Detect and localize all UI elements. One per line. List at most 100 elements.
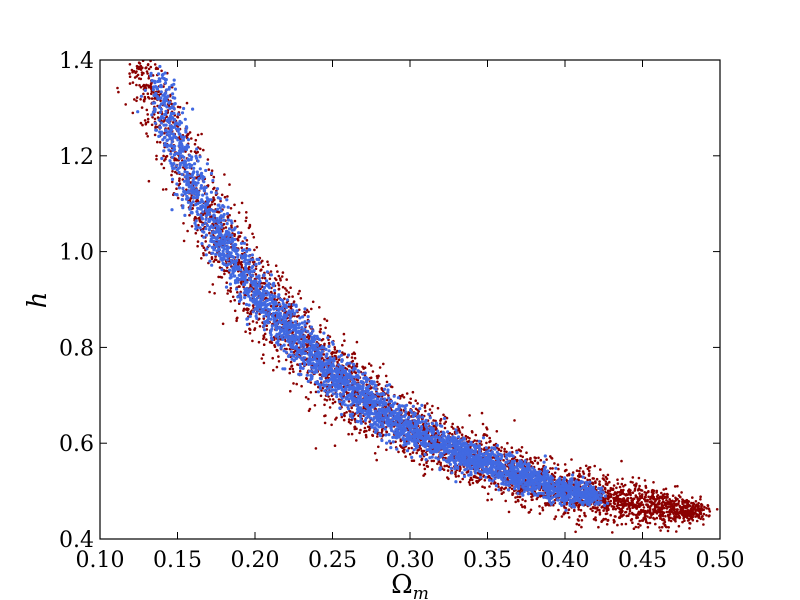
scatter-point (204, 240, 207, 243)
scatter-point (598, 483, 602, 487)
scatter-point (502, 459, 505, 462)
scatter-point (518, 495, 522, 499)
scatter-point (142, 92, 145, 96)
scatter-point (213, 292, 216, 295)
scatter-point (279, 279, 282, 282)
scatter-point (619, 500, 622, 504)
scatter-point (612, 498, 616, 502)
scatter-point (661, 495, 664, 498)
scatter-point (330, 423, 333, 427)
scatter-point (140, 71, 144, 74)
scatter-point (539, 495, 542, 498)
scatter-point (350, 432, 354, 436)
scatter-point (490, 482, 493, 485)
scatter-point (606, 473, 610, 477)
scatter-point (659, 529, 662, 532)
scatter-point (190, 137, 193, 140)
scatter-point (459, 480, 462, 484)
scatter-point (680, 491, 683, 494)
scatter-point (220, 268, 224, 272)
scatter-point (436, 406, 440, 410)
scatter-point (442, 468, 446, 472)
scatter-point (423, 467, 427, 471)
scatter-point (282, 309, 286, 313)
scatter-point (597, 525, 600, 529)
scatter-point (141, 66, 144, 69)
scatter-point (276, 349, 279, 352)
scatter-point (687, 509, 691, 512)
scatter-point (644, 514, 647, 517)
scatter-point (216, 207, 220, 211)
scatter-point (649, 511, 652, 515)
scatter-point (318, 373, 322, 376)
scatter-point (403, 448, 406, 451)
scatter-point (644, 510, 647, 513)
scatter-point (337, 358, 341, 362)
scatter-point (580, 525, 583, 529)
scatter-point (309, 325, 314, 329)
scatter-point (576, 518, 580, 521)
scatter-point (640, 496, 644, 500)
scatter-point (565, 468, 568, 472)
scatter-point (277, 303, 282, 307)
scatter-point (217, 275, 220, 279)
scatter-point (519, 454, 522, 458)
scatter-point (355, 340, 359, 344)
scatter-point (506, 441, 509, 445)
scatter-point (458, 465, 462, 468)
scatter-point (504, 499, 508, 503)
scatter-point (138, 84, 141, 87)
scatter-point (622, 485, 625, 488)
scatter-point (626, 497, 629, 500)
scatter-point (210, 203, 213, 206)
scatter-point (206, 158, 210, 161)
scatter-point (431, 404, 434, 408)
scatter-point (575, 469, 579, 473)
scatter-point (407, 447, 411, 450)
scatter-point (365, 435, 368, 439)
scatter-point (287, 291, 291, 294)
scatter-point (685, 506, 688, 510)
scatter-point (672, 512, 675, 516)
scatter-point (606, 489, 610, 493)
scatter-point (604, 480, 608, 483)
scatter-point (486, 492, 490, 496)
scatter-point (698, 510, 701, 513)
scatter-point (430, 459, 434, 463)
scatter-point (439, 422, 442, 425)
scatter-point (246, 308, 249, 312)
scatter-point (521, 455, 524, 459)
scatter-point (563, 511, 566, 514)
scatter-point (350, 381, 354, 385)
scatter-point (451, 433, 454, 436)
scatter-point (292, 370, 295, 374)
scatter-point (333, 400, 337, 404)
scatter-point (608, 489, 612, 493)
scatter-point (693, 506, 696, 510)
scatter-point (638, 484, 641, 488)
scatter-point (624, 503, 628, 506)
scatter-point (235, 317, 239, 320)
scatter-point (385, 448, 388, 452)
scatter-point (655, 516, 659, 520)
scatter-point (479, 473, 482, 477)
scatter-point (545, 458, 548, 461)
scatter-point (479, 475, 483, 479)
scatter-point (543, 454, 547, 458)
scatter-point (425, 461, 428, 465)
scatter-point (304, 311, 308, 314)
scatter-point (262, 361, 266, 365)
scatter-point (311, 300, 315, 304)
scatter-point (613, 492, 617, 495)
scatter-point (600, 506, 603, 509)
scatter-point (678, 510, 682, 513)
scatter-point (642, 509, 645, 512)
scatter-point (251, 339, 254, 343)
scatter-point (258, 325, 262, 328)
scatter-point (285, 289, 289, 292)
scatter-point (414, 407, 418, 411)
scatter-point (646, 515, 649, 518)
scatter-point (675, 498, 678, 501)
scatter-point (652, 481, 655, 484)
scatter-point (323, 414, 326, 418)
